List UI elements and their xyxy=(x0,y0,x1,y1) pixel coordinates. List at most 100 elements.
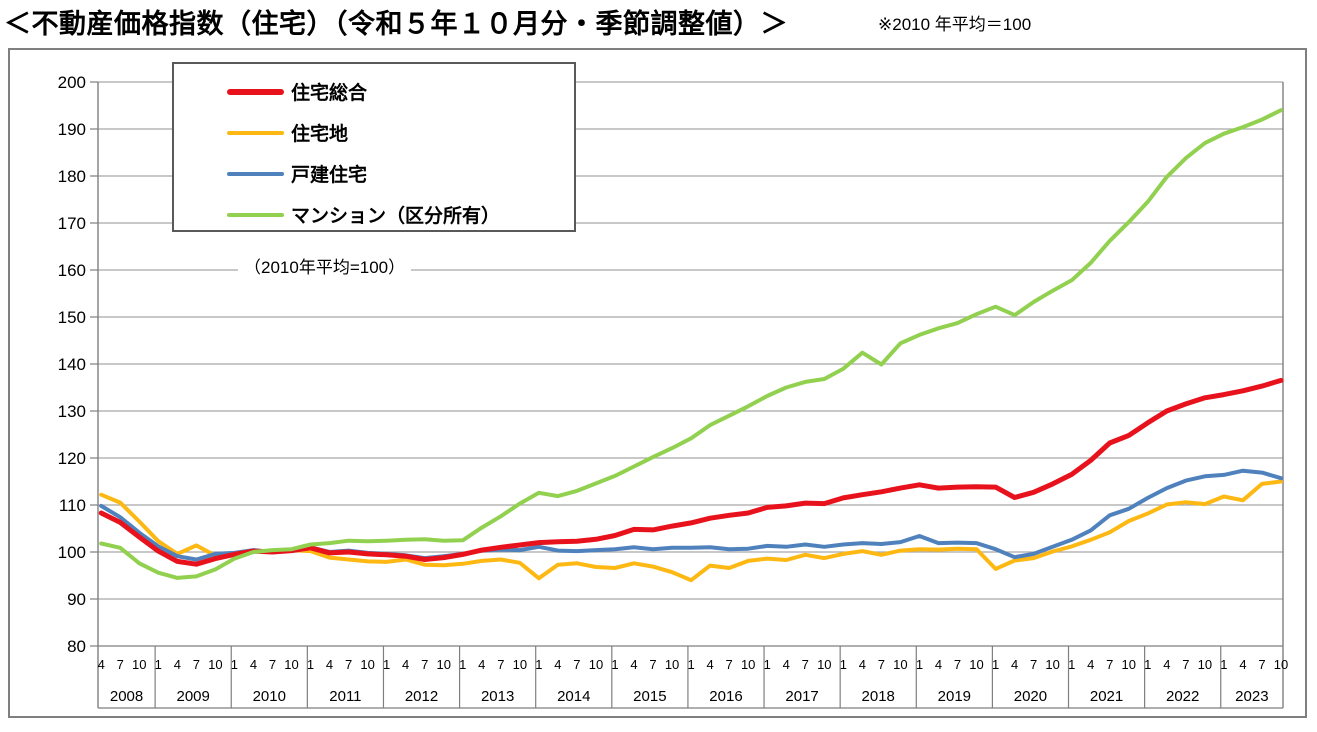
y-axis-label: 120 xyxy=(58,449,86,468)
x-month-label: 10 xyxy=(284,657,298,672)
legend-item-kodate-jutaku: 戸建住宅 xyxy=(227,153,574,194)
x-month-label: 10 xyxy=(665,657,679,672)
x-month-label: 7 xyxy=(421,657,428,672)
x-month-label: 7 xyxy=(878,657,885,672)
x-month-label: 1 xyxy=(535,657,542,672)
x-month-label: 4 xyxy=(630,657,637,672)
x-month-label: 1 xyxy=(764,657,771,672)
x-month-label: 7 xyxy=(193,657,200,672)
x-month-label: 10 xyxy=(132,657,146,672)
page-title: ＜不動産価格指数（住宅）（令和５年１０月分・季節調整値）＞ xyxy=(4,9,788,39)
x-month-label: 10 xyxy=(1198,657,1212,672)
x-month-label: 7 xyxy=(1258,657,1265,672)
x-month-label: 1 xyxy=(840,657,847,672)
series-lines xyxy=(98,108,1284,583)
x-month-label: 1 xyxy=(307,657,314,672)
x-month-label: 1 xyxy=(1068,657,1075,672)
x-month-label: 10 xyxy=(360,657,374,672)
orange-line-icon xyxy=(227,130,284,135)
x-month-label: 1 xyxy=(155,657,162,672)
x-month-label: 1 xyxy=(1220,657,1227,672)
x-month-label: 10 xyxy=(817,657,831,672)
x-month-label: 10 xyxy=(893,657,907,672)
x-month-label: 1 xyxy=(231,657,238,672)
series-line-3 xyxy=(99,108,1283,580)
x-month-label: 4 xyxy=(935,657,942,672)
x-year-label: 2023 xyxy=(1235,688,1268,705)
x-month-label: 7 xyxy=(649,657,656,672)
y-axis-label: 190 xyxy=(58,120,86,139)
x-month-label: 10 xyxy=(513,657,527,672)
x-month-label: 1 xyxy=(1144,657,1151,672)
x-month-label: 4 xyxy=(478,657,485,672)
legend: 住宅総合 住宅地 戸建住宅 マンション（区分所有） xyxy=(172,62,576,232)
x-month-label: 4 xyxy=(783,657,790,672)
title-note: ※2010 年平均＝100 xyxy=(878,15,1032,34)
x-month-label: 1 xyxy=(459,657,466,672)
legend-label: 住宅地 xyxy=(291,124,349,145)
y-axis-label: 80 xyxy=(67,637,86,656)
x-month-label: 10 xyxy=(1045,657,1059,672)
y-axis-label: 180 xyxy=(58,167,86,186)
x-year-label: 2012 xyxy=(405,688,438,705)
x-month-label: 10 xyxy=(208,657,222,672)
y-axis-label: 140 xyxy=(58,355,86,374)
legend-label: 戸建住宅 xyxy=(291,165,368,186)
x-month-label: 10 xyxy=(969,657,983,672)
x-month-label: 10 xyxy=(741,657,755,672)
legend-item-mansion: マンション（区分所有） xyxy=(227,194,574,235)
x-year-label: 2014 xyxy=(557,688,590,705)
x-month-label: 7 xyxy=(1182,657,1189,672)
x-month-label: 10 xyxy=(1274,657,1288,672)
x-year-label: 2010 xyxy=(253,688,286,705)
y-axis-label: 170 xyxy=(58,214,86,233)
x-year-label: 2017 xyxy=(785,688,818,705)
x-year-label: 2020 xyxy=(1014,688,1047,705)
x-month-label: 10 xyxy=(589,657,603,672)
x-year-label: 2016 xyxy=(709,688,742,705)
y-axis-label: 110 xyxy=(59,496,86,515)
legend-label: マンション（区分所有） xyxy=(291,206,501,227)
legend-label: 住宅総合 xyxy=(291,83,368,104)
x-month-label: 4 xyxy=(98,657,105,672)
x-month-label: 4 xyxy=(1163,657,1170,672)
x-month-label: 4 xyxy=(554,657,561,672)
x-month-label: 4 xyxy=(326,657,333,672)
x-year-label: 2009 xyxy=(176,688,209,705)
red-line-icon xyxy=(227,88,284,95)
x-month-label: 7 xyxy=(497,657,504,672)
x-month-label: 4 xyxy=(707,657,714,672)
x-month-label: 7 xyxy=(345,657,352,672)
green-line-icon xyxy=(227,212,284,217)
x-month-label: 4 xyxy=(174,657,181,672)
x-month-label: 1 xyxy=(916,657,923,672)
x-month-label: 7 xyxy=(117,657,124,672)
x-year-label: 2008 xyxy=(110,688,143,705)
x-year-label: 2019 xyxy=(938,688,971,705)
x-year-label: 2011 xyxy=(329,688,361,705)
y-axis-label: 200 xyxy=(58,73,86,92)
y-axis-label: 150 xyxy=(58,308,86,327)
series-line-2 xyxy=(99,468,1283,562)
y-axis-label: 130 xyxy=(58,402,86,421)
x-month-label: 10 xyxy=(436,657,450,672)
y-axis-label: 90 xyxy=(67,590,86,609)
x-month-label: 7 xyxy=(1106,657,1113,672)
x-month-label: 4 xyxy=(250,657,257,672)
x-year-label: 2022 xyxy=(1166,688,1199,705)
x-month-label: 7 xyxy=(954,657,961,672)
x-month-label: 7 xyxy=(573,657,580,672)
x-month-label: 4 xyxy=(1011,657,1018,672)
legend-item-jutakuchi: 住宅地 xyxy=(227,112,574,153)
x-month-label: 4 xyxy=(1239,657,1246,672)
x-year-label: 2021 xyxy=(1090,688,1123,705)
x-month-label: 7 xyxy=(269,657,276,672)
x-month-label: 7 xyxy=(726,657,733,672)
x-month-label: 4 xyxy=(859,657,866,672)
x-month-label: 10 xyxy=(1122,657,1136,672)
y-axis-label: 100 xyxy=(58,543,86,562)
x-month-label: 1 xyxy=(992,657,999,672)
